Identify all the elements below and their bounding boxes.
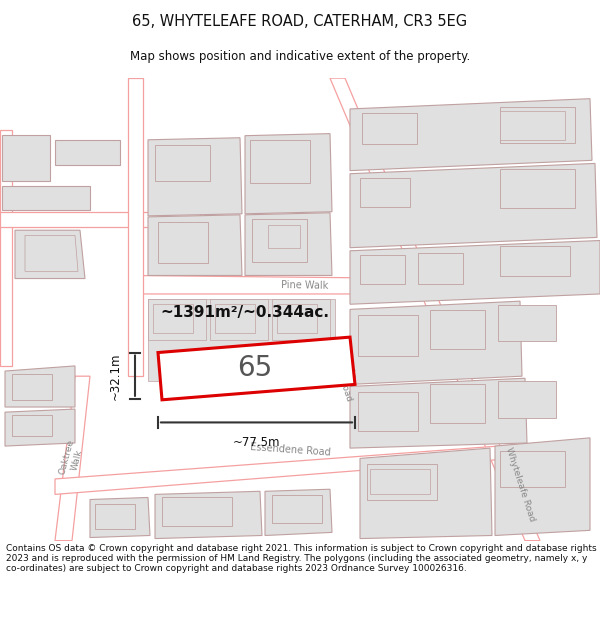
Bar — [252, 219, 307, 262]
Polygon shape — [2, 134, 50, 181]
Polygon shape — [330, 78, 540, 541]
Bar — [500, 169, 575, 208]
Bar — [430, 384, 485, 424]
Polygon shape — [15, 230, 85, 279]
Polygon shape — [148, 299, 206, 340]
Bar — [500, 111, 565, 140]
Bar — [430, 311, 485, 349]
Bar — [358, 314, 418, 356]
Bar — [155, 145, 210, 181]
Text: Map shows position and indicative extent of the property.: Map shows position and indicative extent… — [130, 50, 470, 62]
Polygon shape — [245, 134, 332, 214]
Polygon shape — [55, 140, 120, 166]
Bar — [268, 225, 300, 248]
Polygon shape — [265, 489, 332, 536]
Bar — [360, 255, 405, 284]
Polygon shape — [148, 138, 242, 216]
Bar — [367, 464, 437, 499]
Bar — [370, 469, 430, 494]
Bar — [162, 498, 232, 526]
Text: 65: 65 — [238, 354, 272, 382]
Polygon shape — [2, 186, 90, 209]
Polygon shape — [350, 163, 597, 248]
Bar — [95, 504, 135, 529]
Bar — [277, 304, 317, 333]
Polygon shape — [5, 409, 75, 446]
Polygon shape — [55, 376, 90, 541]
Bar — [158, 222, 208, 263]
Text: Pine Walk: Pine Walk — [281, 281, 329, 291]
Polygon shape — [148, 299, 335, 381]
Text: Whyteleafe Road: Whyteleafe Road — [504, 446, 536, 522]
Bar — [360, 178, 410, 207]
Bar — [500, 451, 565, 487]
Polygon shape — [148, 215, 242, 276]
Bar — [12, 374, 52, 400]
Polygon shape — [128, 78, 143, 376]
Bar — [12, 415, 52, 436]
Polygon shape — [350, 99, 592, 171]
Polygon shape — [55, 443, 540, 494]
Polygon shape — [245, 213, 332, 276]
Bar — [500, 107, 575, 143]
Text: Oaktree
Walk: Oaktree Walk — [58, 439, 86, 478]
Polygon shape — [130, 276, 530, 294]
Bar — [215, 304, 255, 333]
Bar — [500, 246, 570, 276]
Polygon shape — [360, 448, 492, 539]
Text: Contains OS data © Crown copyright and database right 2021. This information is : Contains OS data © Crown copyright and d… — [6, 544, 596, 573]
Bar — [358, 392, 418, 431]
Polygon shape — [210, 299, 268, 340]
Bar — [250, 140, 310, 183]
Polygon shape — [272, 299, 330, 340]
Text: ~77.5m: ~77.5m — [232, 436, 280, 449]
Text: ~32.1m: ~32.1m — [109, 352, 122, 400]
Polygon shape — [158, 337, 355, 400]
Polygon shape — [495, 438, 590, 536]
Text: 65, WHYTELEAFE ROAD, CATERHAM, CR3 5EG: 65, WHYTELEAFE ROAD, CATERHAM, CR3 5EG — [133, 14, 467, 29]
Polygon shape — [5, 366, 75, 407]
Bar — [418, 253, 463, 284]
Bar — [153, 304, 193, 333]
Polygon shape — [0, 212, 200, 227]
Bar — [498, 381, 556, 418]
Polygon shape — [0, 129, 12, 366]
Polygon shape — [350, 301, 522, 384]
Polygon shape — [90, 498, 150, 538]
Polygon shape — [350, 378, 527, 448]
Text: Whyte
leafe Road: Whyte leafe Road — [330, 350, 364, 402]
Polygon shape — [155, 491, 262, 539]
Polygon shape — [350, 241, 600, 304]
Polygon shape — [25, 236, 78, 271]
Text: Essendene Road: Essendene Road — [250, 442, 331, 458]
Bar — [272, 496, 322, 523]
Bar — [498, 305, 556, 341]
Bar — [362, 113, 417, 144]
Text: ~1391m²/~0.344ac.: ~1391m²/~0.344ac. — [161, 305, 329, 320]
